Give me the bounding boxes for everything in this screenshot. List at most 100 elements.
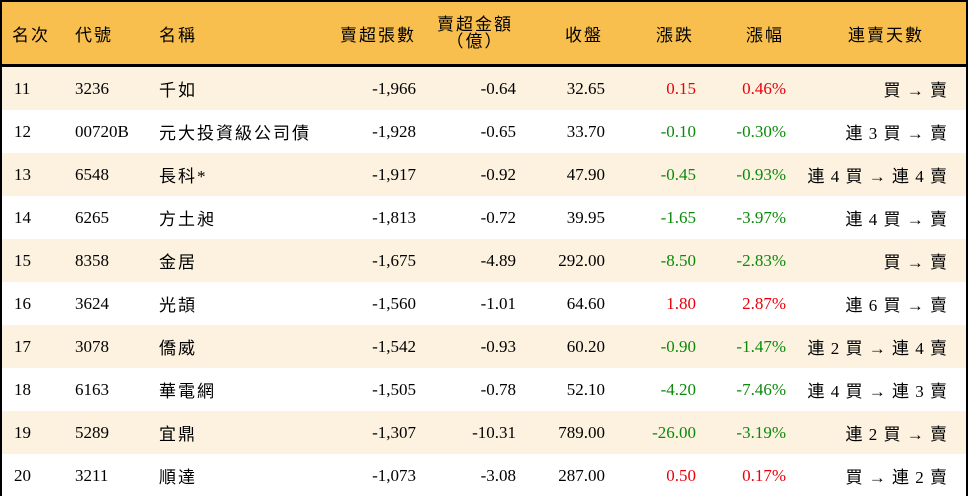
rank-cell: 17 xyxy=(14,336,31,356)
amount-cell: -10.31 xyxy=(472,422,516,442)
table-row: 20 3211 順達 -1,073 -3.08 287.00 0.50 0.17… xyxy=(2,454,966,497)
name-cell: 光頡 xyxy=(159,296,197,315)
name-cell: 宜鼎 xyxy=(159,425,197,444)
volume-cell: -1,917 xyxy=(372,164,416,184)
consecutive-days-cell: 連 4 買 → 連 4 賣 xyxy=(807,167,948,186)
rank-cell: 13 xyxy=(14,164,31,184)
table-row: 15 8358 金居 -1,675 -4.89 292.00 -8.50 -2.… xyxy=(2,239,966,282)
consecutive-days-cell: 買 → 賣 xyxy=(883,253,948,272)
header-net-sell-amount-line1: 賣超金額 xyxy=(437,15,513,34)
code-cell: 6265 xyxy=(75,207,109,227)
name-cell: 華電網 xyxy=(159,382,216,401)
volume-cell: -1,542 xyxy=(372,336,416,356)
table-row: 16 3624 光頡 -1,560 -1.01 64.60 1.80 2.87%… xyxy=(2,282,966,325)
close-cell: 287.00 xyxy=(558,465,605,485)
consecutive-days-cell: 連 4 買 → 賣 xyxy=(845,210,948,229)
code-cell: 00720B xyxy=(75,121,129,141)
amount-cell: -4.89 xyxy=(480,250,516,270)
volume-cell: -1,675 xyxy=(372,250,416,270)
rank-cell: 20 xyxy=(14,465,31,485)
close-cell: 33.70 xyxy=(566,121,605,141)
close-cell: 292.00 xyxy=(558,250,605,270)
consecutive-days-cell: 連 3 買 → 賣 xyxy=(845,124,948,143)
change-cell: -8.50 xyxy=(660,250,696,270)
close-cell: 64.60 xyxy=(566,293,605,313)
header-net-sell-amount-line2: （億） xyxy=(446,32,504,51)
change-cell: 0.15 xyxy=(666,78,696,98)
change-pct-cell: -0.93% xyxy=(736,164,786,184)
close-cell: 39.95 xyxy=(566,207,605,227)
consecutive-days-cell: 買 → 賣 xyxy=(883,81,948,100)
rank-cell: 18 xyxy=(14,379,31,399)
change-cell: 0.50 xyxy=(666,465,696,485)
name-cell: 元大投資級公司債 xyxy=(159,124,311,143)
consecutive-days-cell: 連 4 買 → 連 3 賣 xyxy=(807,382,948,401)
close-cell: 789.00 xyxy=(558,422,605,442)
change-pct-cell: 0.17% xyxy=(742,465,786,485)
header-net-sell-amount: 賣超金額 （億） xyxy=(416,16,516,50)
header-net-sell-volume: 賣超張數 xyxy=(340,25,416,45)
change-pct-cell: 2.87% xyxy=(742,293,786,313)
table-row: 14 6265 方土昶 -1,813 -0.72 39.95 -1.65 -3.… xyxy=(2,196,966,239)
table-row: 17 3078 僑威 -1,542 -0.93 60.20 -0.90 -1.4… xyxy=(2,325,966,368)
name-cell: 順達 xyxy=(159,468,197,487)
change-pct-cell: 0.46% xyxy=(742,78,786,98)
code-cell: 8358 xyxy=(75,250,109,270)
rank-cell: 14 xyxy=(14,207,31,227)
volume-cell: -1,813 xyxy=(372,207,416,227)
code-cell: 3078 xyxy=(75,336,109,356)
table-header: 名次 代號 名稱 賣超張數 賣超金額 （億） 收盤 漲跌 漲幅 連賣天數 xyxy=(2,2,966,67)
close-cell: 32.65 xyxy=(566,78,605,98)
code-cell: 3236 xyxy=(75,78,109,98)
table-row: 11 3236 千如 -1,966 -0.64 32.65 0.15 0.46%… xyxy=(2,67,966,110)
header-name: 名稱 xyxy=(159,25,197,45)
change-pct-cell: -3.97% xyxy=(736,207,786,227)
header-rank: 名次 xyxy=(12,25,50,45)
volume-cell: -1,307 xyxy=(372,422,416,442)
rank-cell: 12 xyxy=(14,121,31,141)
volume-cell: -1,966 xyxy=(372,78,416,98)
name-cell: 僑威 xyxy=(159,339,197,358)
volume-cell: -1,928 xyxy=(372,121,416,141)
amount-cell: -3.08 xyxy=(480,465,516,485)
code-cell: 3211 xyxy=(75,465,109,485)
code-cell: 6548 xyxy=(75,164,109,184)
header-change-pct: 漲幅 xyxy=(746,25,784,45)
volume-cell: -1,560 xyxy=(372,293,416,313)
consecutive-days-cell: 買 → 連 2 賣 xyxy=(845,468,948,487)
change-pct-cell: -3.19% xyxy=(736,422,786,442)
change-pct-cell: -1.47% xyxy=(736,336,786,356)
rank-cell: 11 xyxy=(14,78,31,98)
close-cell: 47.90 xyxy=(566,164,605,184)
amount-cell: -1.01 xyxy=(480,293,516,313)
name-cell: 長科* xyxy=(159,167,208,186)
change-cell: 1.80 xyxy=(666,293,696,313)
change-cell: -0.10 xyxy=(660,121,696,141)
table-row: 19 5289 宜鼎 -1,307 -10.31 789.00 -26.00 -… xyxy=(2,411,966,454)
close-cell: 52.10 xyxy=(566,379,605,399)
change-cell: -4.20 xyxy=(660,379,696,399)
rank-cell: 19 xyxy=(14,422,31,442)
amount-cell: -0.92 xyxy=(480,164,516,184)
amount-cell: -0.64 xyxy=(480,78,516,98)
header-close: 收盤 xyxy=(565,25,603,45)
header-code: 代號 xyxy=(75,25,113,45)
volume-cell: -1,505 xyxy=(372,379,416,399)
change-pct-cell: -2.83% xyxy=(736,250,786,270)
change-pct-cell: -7.46% xyxy=(736,379,786,399)
table-row: 12 00720B 元大投資級公司債 -1,928 -0.65 33.70 -0… xyxy=(2,110,966,153)
amount-cell: -0.72 xyxy=(480,207,516,227)
change-cell: -0.90 xyxy=(660,336,696,356)
change-cell: -0.45 xyxy=(660,164,696,184)
table-row: 18 6163 華電網 -1,505 -0.78 52.10 -4.20 -7.… xyxy=(2,368,966,411)
code-cell: 5289 xyxy=(75,422,109,442)
consecutive-days-cell: 連 2 買 → 連 4 賣 xyxy=(807,339,948,358)
rank-cell: 15 xyxy=(14,250,31,270)
volume-cell: -1,073 xyxy=(372,465,416,485)
consecutive-days-cell: 連 2 買 → 賣 xyxy=(845,425,948,444)
change-pct-cell: -0.30% xyxy=(736,121,786,141)
name-cell: 千如 xyxy=(159,81,197,100)
name-cell: 金居 xyxy=(159,253,197,272)
code-cell: 3624 xyxy=(75,293,109,313)
